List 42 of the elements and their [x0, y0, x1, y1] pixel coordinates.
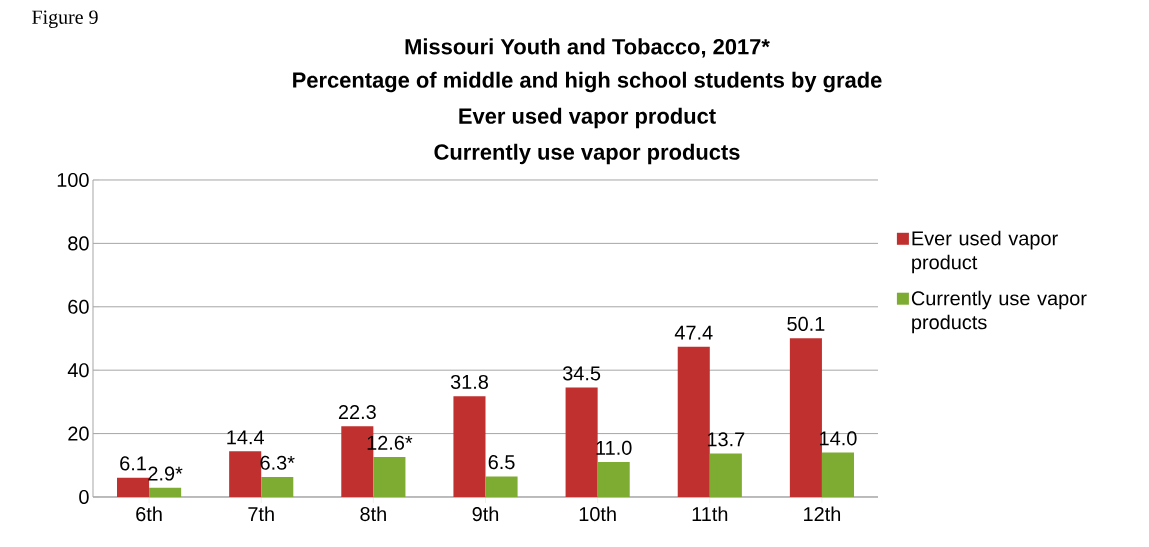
- bar: [149, 487, 182, 497]
- data-label: 6.5: [488, 455, 515, 470]
- bar: [229, 451, 262, 497]
- y-tick-label: 40: [67, 363, 89, 378]
- bar: [789, 338, 822, 497]
- y-tick-label: 20: [68, 426, 89, 441]
- bar: [373, 457, 406, 497]
- data-label: 47.4: [674, 325, 713, 340]
- data-label: 22.3: [338, 404, 376, 420]
- y-tick-label: 80: [68, 236, 89, 251]
- bar: [677, 346, 710, 497]
- x-tick-label: 7th: [248, 506, 274, 522]
- bar: [117, 477, 150, 497]
- bar: [485, 476, 518, 497]
- data-label: 14.4: [227, 430, 264, 445]
- data-label: 34.5: [562, 366, 601, 381]
- legend-label: Currently use vapor products: [911, 290, 1087, 334]
- x-tick-label: 8th: [360, 506, 386, 522]
- text: Ever used vapor product: [459, 107, 716, 129]
- y-tick-label: 0: [79, 489, 89, 505]
- bar: [709, 453, 742, 497]
- x-tick-label: 6th: [136, 506, 162, 522]
- x-tick-label: 10th: [579, 506, 616, 522]
- bar: [261, 477, 294, 497]
- y-tick-label: 60: [68, 299, 89, 314]
- x-tick-label: 9th: [472, 506, 499, 522]
- data-label: 6.1: [120, 456, 146, 471]
- data-label: 2.9*: [148, 466, 183, 481]
- bar: [453, 396, 486, 497]
- bar: [597, 462, 630, 497]
- x-tick-label: 11th: [692, 506, 728, 522]
- chart-title: Missouri Youth and Tobacco, 2017*: [405, 38, 770, 58]
- caption: Figure 9: [32, 10, 98, 28]
- legend-label: Ever used vapor product: [912, 230, 1058, 274]
- chart-subtitle: Percentage of middle and high school students by grade: [293, 71, 882, 93]
- data-label: 50.1: [787, 316, 825, 331]
- text: Currently use vapor products: [434, 143, 740, 165]
- bar: [821, 452, 855, 497]
- x-tick-label: 12th: [804, 506, 841, 522]
- y-tick-label: 100: [57, 172, 89, 188]
- data-label: 31.8: [450, 374, 488, 389]
- bar: [565, 387, 598, 497]
